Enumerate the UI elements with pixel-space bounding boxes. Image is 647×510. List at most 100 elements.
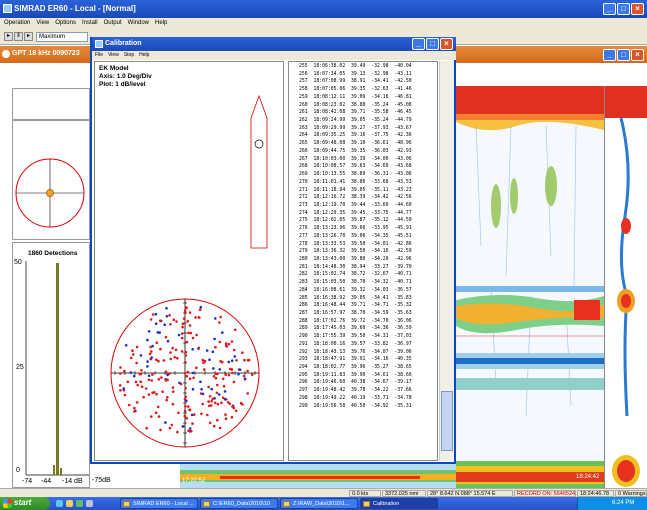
status-warnings: 0 Warnings bbox=[615, 490, 647, 497]
task-app-icon bbox=[363, 501, 370, 507]
histogram-bar-right bbox=[60, 468, 62, 475]
menu-help[interactable]: Help bbox=[155, 20, 168, 26]
table-row: 271 18:11:18.94 39.05 -35.11 -43.23 bbox=[299, 187, 412, 193]
table-row: 294 18:18:02.77 39.96 -35.27 -38.65 bbox=[299, 365, 412, 371]
calibration-menubar: File View Stop Help bbox=[92, 51, 456, 60]
table-row: 272 18:12:16.72 38.39 -34.42 -42.56 bbox=[299, 195, 412, 201]
table-row: 296 18:19:46.60 40.38 -34.67 -39.17 bbox=[299, 380, 412, 386]
cal-menu-file[interactable]: File bbox=[95, 52, 104, 58]
table-row: 283 18:15:03.50 38.70 -34.32 -40.71 bbox=[299, 280, 412, 286]
calibration-app-icon bbox=[95, 40, 103, 48]
menu-window[interactable]: Window bbox=[127, 20, 149, 26]
beam-pattern-plot bbox=[110, 94, 268, 448]
echogram-maximize-button[interactable]: □ bbox=[617, 49, 630, 61]
zoom-select[interactable]: Maximum bbox=[36, 32, 88, 42]
maximize-button[interactable]: □ bbox=[617, 3, 630, 15]
table-row: 297 18:19:48.42 39.78 -34.22 -37.66 bbox=[299, 388, 412, 394]
strip-plot bbox=[605, 86, 647, 487]
echogram-minimize-button[interactable]: _ bbox=[603, 49, 616, 61]
main-window-titlebar[interactable]: SIMRAD ER60 - Local - [Normal] _ □ × bbox=[0, 0, 647, 18]
task-folder-icon bbox=[203, 501, 210, 507]
quick-launch-desktop-icon[interactable] bbox=[86, 500, 93, 507]
task-folder-icon bbox=[283, 501, 290, 507]
info-axis: Axis: 1.0 Deg/Div bbox=[99, 73, 152, 80]
close-button[interactable]: × bbox=[631, 3, 644, 15]
calibration-minimize-button[interactable]: _ bbox=[412, 38, 425, 50]
calibration-time-label: 17:22:52 bbox=[182, 478, 206, 484]
clock: 6:24 PM bbox=[612, 500, 635, 506]
task-simrad[interactable]: SIMRAD ER60 - Local ... bbox=[120, 498, 198, 509]
table-row: 275 18:12:02.05 39.87 -35.12 -44.50 bbox=[299, 218, 412, 224]
calibration-table: 255 18:06:38.02 39.49 -32.98 -40.04 256 1… bbox=[288, 61, 438, 461]
task-app-icon bbox=[123, 501, 130, 507]
menu-output[interactable]: Output bbox=[103, 20, 122, 26]
echogram-plot bbox=[456, 86, 604, 488]
minimize-button[interactable]: _ bbox=[603, 3, 616, 15]
windows-logo-icon bbox=[3, 499, 12, 508]
menu-install[interactable]: Install bbox=[81, 20, 98, 26]
table-row: 276 18:13:23.96 39.66 -33.95 -45.91 bbox=[299, 226, 412, 232]
quick-launch-ie-icon[interactable] bbox=[56, 500, 63, 507]
table-row: 267 18:10:03.00 39.39 -34.00 -43.06 bbox=[299, 156, 412, 162]
task-simrad-label: SIMRAD ER60 - Local ... bbox=[133, 501, 194, 507]
table-row: 299 18:19:56.58 40.50 -34.92 -35.31 bbox=[299, 403, 412, 409]
echogram-close-button[interactable]: × bbox=[631, 49, 644, 61]
table-row: 284 18:16:08.61 39.32 -34.03 -36.57 bbox=[299, 287, 412, 293]
table-row: 263 18:09:29.99 39.27 -37.93 -43.67 bbox=[299, 125, 412, 131]
x-tick-44: -44 bbox=[41, 478, 52, 485]
y-tick-0: 0 bbox=[16, 467, 20, 474]
info-model: EK Model bbox=[99, 65, 129, 72]
start-button[interactable]: start bbox=[0, 497, 50, 510]
table-row: 277 18:13:26.70 39.06 -34.35 -45.51 bbox=[299, 233, 412, 239]
scroll-thumb[interactable] bbox=[441, 391, 453, 451]
single-ping-strip bbox=[604, 86, 647, 488]
histogram-bar-peak bbox=[56, 263, 59, 475]
task-folder-er60[interactable]: C:\ER60_Data\2010\10 bbox=[200, 498, 278, 509]
transducer-icon bbox=[250, 94, 268, 249]
calibration-close-button[interactable]: × bbox=[440, 38, 453, 50]
menu-view[interactable]: View bbox=[36, 20, 50, 26]
echogram[interactable]: 18:24:42 bbox=[456, 86, 604, 488]
menu-operation[interactable]: Operation bbox=[4, 20, 31, 26]
menu-options[interactable]: Options bbox=[55, 20, 76, 26]
cal-menu-help[interactable]: Help bbox=[139, 52, 150, 58]
pause-icon[interactable]: ‖ bbox=[14, 32, 23, 41]
table-row: 264 18:09:35.25 39.16 -37.75 -42.36 bbox=[299, 133, 412, 139]
status-distance: 3372.025 nmi bbox=[382, 490, 426, 497]
step-icon[interactable]: ▸ bbox=[24, 32, 33, 41]
quick-launch-folder-icon[interactable] bbox=[66, 500, 73, 507]
calibration-plot-panel: EK Model Axis: 1.0 Deg/Div Plot: 1 dB/le… bbox=[94, 61, 284, 461]
table-row: 257 18:07:08.99 38.91 -34.41 -42.50 bbox=[299, 79, 412, 85]
table-row: 278 18:13:33.53 39.50 -34.01 -42.86 bbox=[299, 241, 412, 247]
calibration-info: EK Model Axis: 1.0 Deg/Div Plot: 1 dB/le… bbox=[99, 65, 152, 89]
task-folder-raw[interactable]: Z:\RAW_Data\2010\1... bbox=[280, 498, 358, 509]
table-row: 261 18:08:42.08 39.71 -35.58 -46.45 bbox=[299, 110, 412, 116]
detections-panel: 1860 Detections 50 25 0 -74 -44 -14 dB bbox=[12, 242, 90, 488]
table-row: 286 18:16:48.44 39.71 -34.71 -35.32 bbox=[299, 303, 412, 309]
status-record: RECORD ON: 5646524 bbox=[514, 490, 576, 497]
task-calibration[interactable]: Calibration bbox=[360, 498, 438, 509]
app-icon bbox=[3, 4, 12, 13]
table-row: 291 18:18:00.16 39.57 -33.82 -36.97 bbox=[299, 341, 412, 347]
cal-menu-stop[interactable]: Stop bbox=[123, 52, 135, 58]
main-window-title: SIMRAD ER60 - Local - [Normal] bbox=[14, 4, 136, 13]
table-row: 288 18:17:02.76 39.72 -34.70 -36.06 bbox=[299, 318, 412, 324]
taskbar: start SIMRAD ER60 - Local ... C:\ER60_Da… bbox=[0, 497, 647, 510]
calibration-maximize-button[interactable]: □ bbox=[426, 38, 439, 50]
cal-menu-view[interactable]: View bbox=[108, 52, 119, 58]
table-row: 269 18:10:13.55 38.89 -36.31 -43.06 bbox=[299, 172, 412, 178]
target-points bbox=[118, 305, 254, 434]
table-row: 256 18:07:34.05 39.13 -32.98 -43.11 bbox=[299, 71, 412, 77]
play-icon[interactable]: ▸ bbox=[4, 32, 13, 41]
calibration-scrollbar[interactable] bbox=[439, 61, 454, 461]
table-row: 273 18:12:19.70 39.44 -33.60 -44.60 bbox=[299, 202, 412, 208]
status-time: 18:24:46.78 bbox=[577, 490, 614, 497]
table-row: 258 18:07:05.06 39.35 -32.63 -41.46 bbox=[299, 87, 412, 93]
start-label: start bbox=[14, 498, 32, 507]
quick-launch-media-icon[interactable] bbox=[76, 500, 83, 507]
calibration-window[interactable]: Calibration _ □ × File View Stop Help EK… bbox=[90, 37, 456, 464]
main-menubar: Operation View Options Install Output Wi… bbox=[0, 18, 647, 29]
table-row: 265 18:09:48.08 39.10 -36.61 -48.96 bbox=[299, 141, 412, 147]
calibration-titlebar[interactable]: Calibration _ □ × bbox=[92, 37, 456, 51]
table-row: 280 18:13:43.00 39.80 -34.20 -42.96 bbox=[299, 256, 412, 262]
